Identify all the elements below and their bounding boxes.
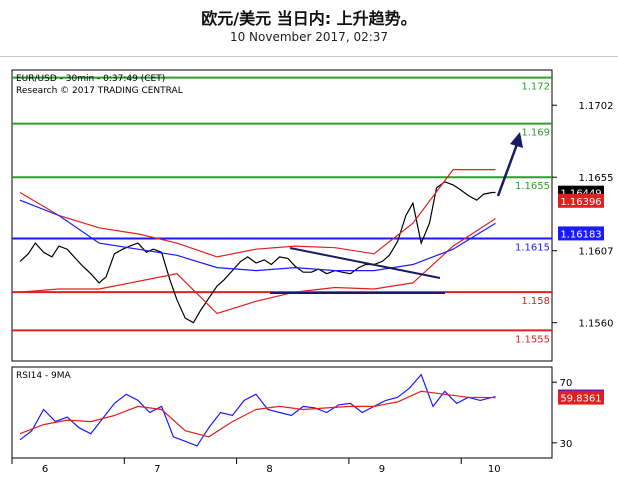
- series-line: [19, 181, 496, 324]
- price-panel-frame: [11, 69, 553, 362]
- y-tick-label: 1.1560: [579, 319, 614, 330]
- y-tick-label: 1.1655: [579, 173, 614, 184]
- y-tick-label: 1.1607: [579, 247, 614, 258]
- level-label: 1.1615: [515, 242, 550, 253]
- x-tick-label: 9: [379, 464, 385, 475]
- level-label: 1.169: [521, 128, 550, 139]
- x-tick-label: 10: [488, 464, 501, 475]
- rsi-series: [19, 373, 496, 447]
- page-subtitle: 10 November 2017, 02:37: [229, 30, 389, 44]
- x-tick-label: 7: [154, 464, 160, 475]
- price-tag-box: [558, 226, 604, 241]
- rsi-tick-label: 30: [560, 439, 573, 450]
- level-label: 1.172: [521, 82, 550, 93]
- chart-title: EUR/USD - 30min - 0:37:49 (CET): [16, 74, 165, 84]
- price-series: [19, 169, 496, 324]
- projection-arrow-shaft: [496, 135, 522, 197]
- x-tick-label: 8: [266, 464, 272, 475]
- rsi-title: RSI14 - 9MA: [16, 371, 72, 381]
- axes: 6 7 8 9 10 1.1560 1.1607 1.1655 1.1702 30 70: [11, 101, 614, 475]
- level-label: 1.1655: [515, 181, 550, 192]
- series-line: [19, 390, 496, 438]
- price-tag-box: [558, 193, 604, 208]
- price-tag-box: [558, 390, 604, 405]
- page-title: 欧元/美元 当日内: 上升趋势。: [201, 9, 417, 28]
- series-line: [19, 373, 496, 447]
- level-lines: 1.172 1.169 1.1655 1.1615 1.158 1.1555: [12, 76, 552, 345]
- trend-drawings: [270, 132, 523, 294]
- rsi-tick-label: 70: [560, 378, 573, 389]
- header-separator: [0, 56, 618, 57]
- price-tag-label: 59.8361: [560, 394, 601, 405]
- page-header: 欧元/美元 当日内: 上升趋势。 10 November 2017, 02:37: [0, 0, 618, 62]
- projection-arrow-head: [510, 132, 523, 148]
- trend-line-upper: [289, 247, 441, 279]
- level-label: 1.158: [521, 296, 550, 307]
- price-tag-label: 1.16396: [560, 197, 601, 208]
- x-tick-label: 6: [42, 464, 48, 475]
- y-tick-label: 1.1702: [579, 101, 614, 112]
- level-label: 1.1555: [515, 334, 550, 345]
- series-line: [19, 218, 496, 315]
- series-line: [19, 169, 496, 258]
- price-tag-label: 1.16183: [560, 229, 601, 240]
- chart-credit: Research © 2017 TRADING CENTRAL: [16, 86, 183, 96]
- series-line: [19, 199, 496, 272]
